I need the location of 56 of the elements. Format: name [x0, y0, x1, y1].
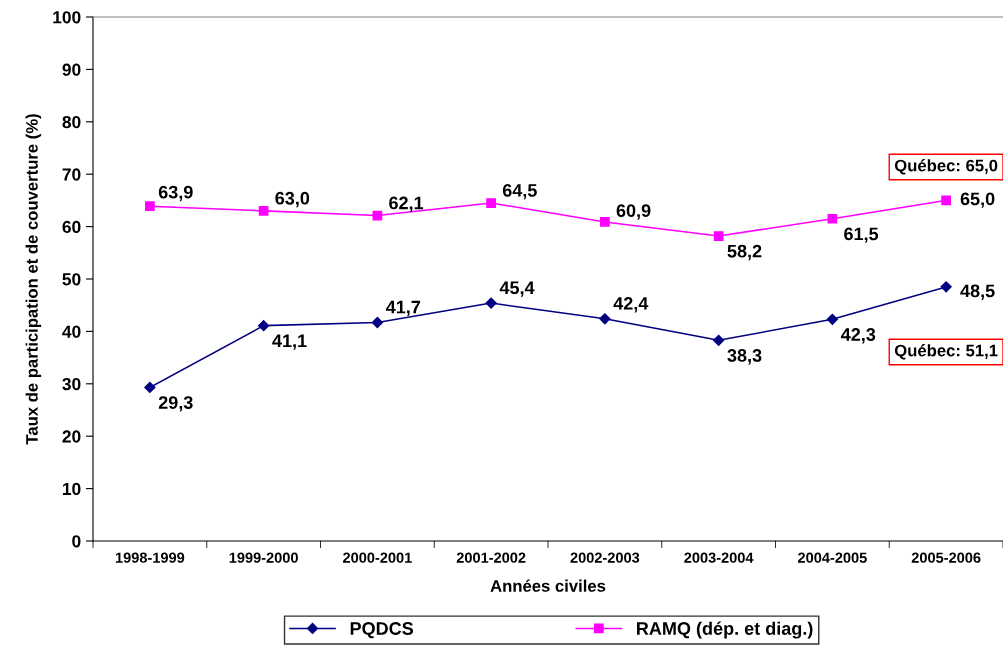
y-axis-title: Taux de participation et de couverture (%)	[25, 114, 42, 445]
point	[486, 198, 496, 208]
data-label: 41,1	[272, 334, 307, 350]
x-tick-label: 2002-2003	[570, 552, 640, 563]
data-label: 64,5	[502, 183, 537, 200]
x-tick-label: 2001-2002	[456, 552, 526, 563]
point	[144, 381, 156, 394]
annotation: Québec: 65,0	[894, 159, 998, 175]
x-tick-label: 2005-2006	[911, 552, 981, 563]
point	[371, 316, 383, 329]
point	[599, 313, 611, 325]
y-tick-label: 40	[62, 325, 81, 338]
point	[145, 201, 155, 212]
legend-label: RAMQ (dép. et diag.)	[637, 621, 813, 639]
x-tick-label: 2000-2001	[343, 552, 412, 563]
y-tick-label: 60	[62, 220, 81, 234]
data-label: 63,0	[275, 191, 310, 208]
data-label: 60,9	[616, 204, 651, 220]
data-label: 65,0	[960, 192, 995, 208]
point	[941, 195, 951, 206]
x-tick-label: 2003-2004	[684, 552, 754, 563]
data-label: 42,3	[840, 328, 876, 344]
x-tick-label: 1999-2000	[229, 552, 298, 563]
point	[713, 231, 724, 241]
data-label: 61,5	[844, 227, 879, 243]
data-label: 38,3	[727, 349, 762, 365]
data-label: 58,2	[727, 244, 762, 261]
y-tick-label: 30	[62, 377, 81, 391]
data-label: 29,3	[158, 396, 193, 412]
y-tick-label: 50	[62, 273, 81, 286]
y-tick-label: 90	[62, 63, 81, 76]
point	[826, 313, 838, 325]
data-label: 42,4	[613, 297, 649, 313]
legend-label: PQDCS	[350, 622, 414, 639]
point	[258, 206, 269, 216]
x-tick-label: 1998-1999	[115, 552, 185, 563]
point	[600, 217, 610, 227]
point	[827, 213, 838, 224]
data-label: 41,7	[385, 300, 421, 317]
x-axis-title: Années civiles	[490, 579, 606, 592]
y-tick-label: 10	[62, 482, 81, 496]
data-label: 63,9	[158, 185, 193, 202]
y-tick-label: 100	[53, 11, 81, 24]
x-tick-label: 2004-2005	[798, 552, 867, 563]
data-label: 48,5	[960, 284, 995, 300]
annotation: Québec: 51,1	[894, 344, 998, 360]
data-label: 62,1	[389, 196, 424, 212]
point	[940, 281, 952, 293]
data-label: 45,4	[499, 281, 535, 297]
y-tick-label: 0	[72, 535, 81, 548]
y-tick-label: 70	[62, 168, 81, 181]
y-tick-label: 80	[62, 115, 81, 129]
point	[258, 320, 270, 332]
point	[713, 334, 725, 346]
y-tick-label: 20	[62, 430, 81, 443]
point	[485, 297, 497, 309]
